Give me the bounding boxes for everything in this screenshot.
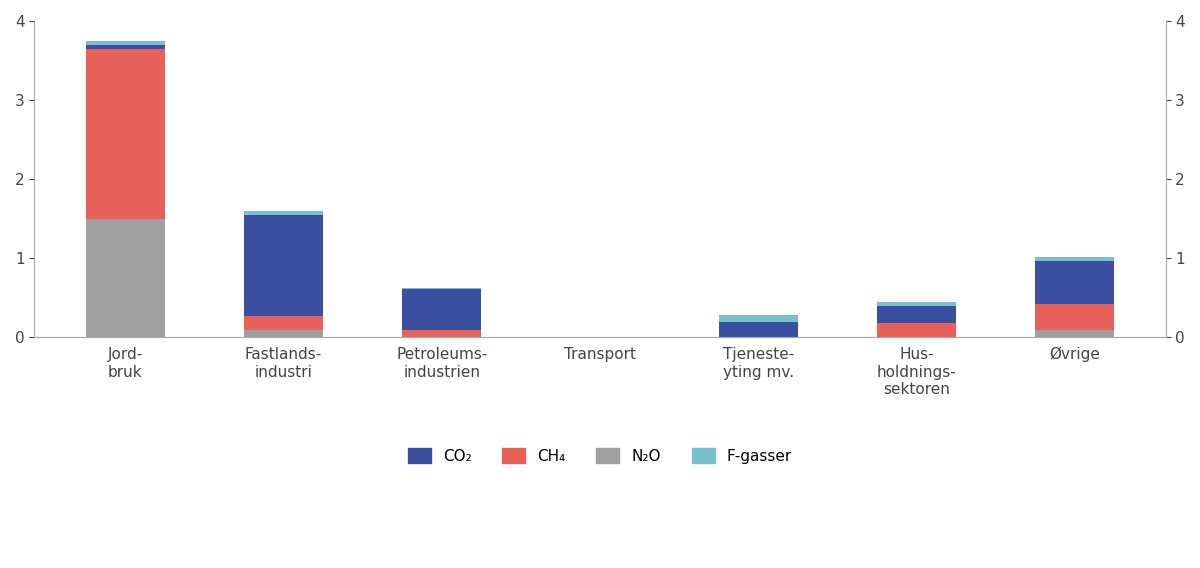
- Bar: [86, 45, 164, 49]
- Bar: [1036, 257, 1114, 261]
- Bar: [244, 316, 323, 329]
- Bar: [86, 41, 164, 45]
- Bar: [402, 287, 481, 289]
- Bar: [402, 289, 481, 331]
- Bar: [877, 323, 956, 337]
- Bar: [719, 315, 798, 321]
- Bar: [877, 306, 956, 323]
- Bar: [402, 331, 481, 337]
- Bar: [244, 215, 323, 316]
- Bar: [877, 302, 956, 306]
- Legend: CO₂, CH₄, N₂O, F-gasser: CO₂, CH₄, N₂O, F-gasser: [401, 440, 799, 471]
- Bar: [86, 49, 164, 219]
- Bar: [719, 321, 798, 337]
- Bar: [1036, 304, 1114, 329]
- Bar: [86, 219, 164, 337]
- Bar: [1036, 261, 1114, 304]
- Bar: [244, 329, 323, 337]
- Bar: [244, 211, 323, 215]
- Bar: [1036, 329, 1114, 337]
